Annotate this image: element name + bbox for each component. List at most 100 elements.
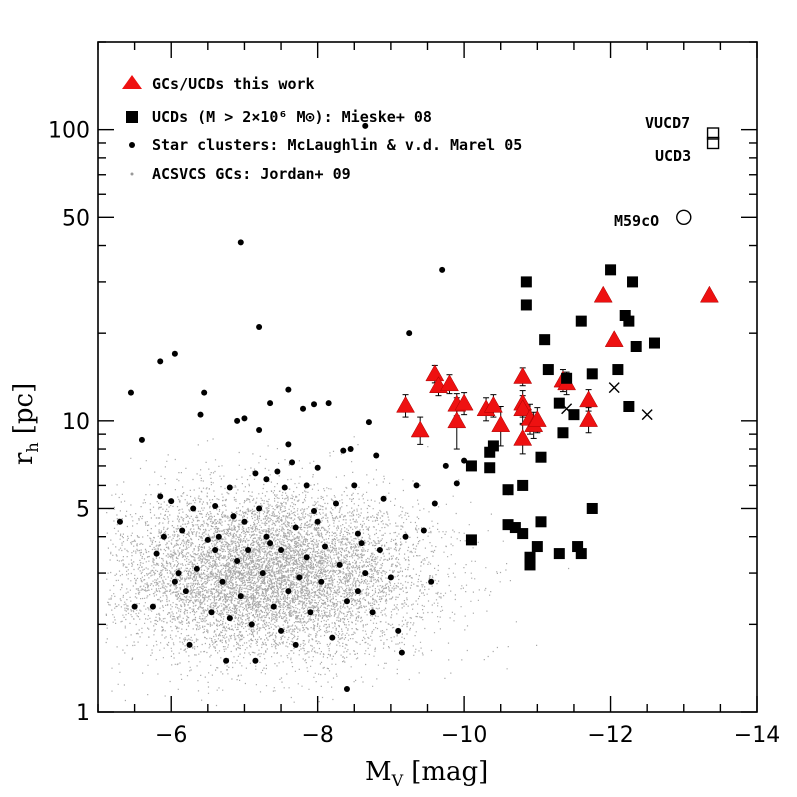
legend-marker-triangle [122, 75, 142, 89]
ucd-point [623, 400, 635, 412]
star-cluster-point [347, 446, 354, 453]
star-cluster-point [149, 603, 156, 610]
star-cluster-point [307, 609, 314, 616]
star-cluster-point [256, 324, 263, 331]
ucd-point [487, 440, 499, 452]
ucd-point [517, 528, 529, 540]
star-cluster-point [289, 459, 296, 466]
tick-labels: −6 −8 −10 −12 −14 1 5 10 50 100 [48, 119, 780, 748]
star-cluster-point [336, 561, 343, 568]
star-cluster-point [116, 518, 123, 525]
ucd-point [605, 264, 617, 276]
ucd-point [561, 372, 573, 384]
star-cluster-point [263, 533, 270, 540]
x-tick-label: −12 [587, 723, 633, 748]
star-cluster-point [226, 484, 233, 491]
ucd-point [465, 534, 477, 546]
legend-marker-small-dot [130, 172, 134, 176]
ucd-point [524, 551, 536, 563]
gc-ucd-point [699, 285, 719, 303]
star-cluster-point [270, 603, 277, 610]
ucd-point [520, 299, 532, 311]
star-cluster-point [461, 457, 468, 464]
legend-label-acsvcs: ACSVCS GCs: Jordan+ 09 [152, 165, 351, 183]
star-cluster-point [212, 547, 219, 554]
star-cluster-point [226, 615, 233, 622]
ucd-point [553, 397, 565, 409]
star-cluster-point [153, 550, 160, 557]
star-cluster-point [413, 482, 420, 489]
star-cluster-point [369, 609, 376, 616]
cross-point [641, 409, 653, 421]
y-tick-label: 100 [48, 119, 90, 144]
star-cluster-point [285, 386, 292, 393]
star-cluster-point [365, 419, 372, 426]
y-axis-title: rh[pc] [9, 383, 42, 465]
gc-ucd-point [527, 410, 547, 427]
gc-ucd-point [483, 395, 503, 413]
star-cluster-point [278, 547, 285, 554]
ucd-point [557, 427, 569, 439]
ucd-point [539, 334, 551, 346]
star-cluster-point [325, 400, 332, 407]
star-cluster-point [406, 330, 413, 337]
legend-label-ucds: UCDs (M > 2×10⁶ M⊙): Mieske+ 08 [152, 108, 432, 126]
gc-ucd-point [513, 428, 533, 446]
star-cluster-point [321, 543, 328, 550]
star-cluster-point [362, 570, 369, 577]
ucd-point [484, 462, 496, 474]
open-square-point [706, 127, 720, 140]
star-cluster-point [138, 436, 145, 443]
star-cluster-point [252, 657, 259, 664]
ucd-point [568, 409, 580, 421]
star-cluster-point [212, 502, 219, 509]
ucd-point [520, 276, 532, 288]
star-cluster-point [241, 415, 248, 422]
star-cluster-point [296, 574, 303, 581]
cross-point [608, 382, 620, 394]
star-cluster-point [285, 441, 292, 448]
ucd-point [648, 337, 660, 349]
gc-ucd-point [513, 399, 533, 417]
gc-ucd-point [513, 366, 533, 384]
legend-label-star-clusters: Star clusters: McLaughlin & v.d. Marel 0… [152, 136, 522, 154]
gc-ucd-point [604, 330, 624, 347]
y-tick-label: 10 [62, 410, 90, 435]
y-tick-label: 5 [76, 497, 90, 522]
open-square-point [706, 136, 720, 150]
star-cluster-point [281, 484, 288, 491]
star-cluster-point [303, 554, 310, 561]
ucd-point [619, 310, 631, 322]
star-cluster-point [215, 533, 222, 540]
axes [97, 41, 758, 713]
star-cluster-point [285, 588, 292, 595]
acsvcs-gc-cloud [105, 436, 570, 707]
star-cluster-point [230, 513, 237, 520]
ucd-point [509, 522, 521, 534]
star-cluster-point [354, 530, 361, 537]
x-tick-label: −10 [441, 723, 487, 748]
star-cluster-point [292, 641, 299, 648]
star-cluster-point [204, 536, 211, 543]
star-cluster-point [241, 518, 248, 525]
gc-ucd-point [579, 390, 599, 408]
star-cluster-point [314, 464, 321, 471]
star-cluster-point [274, 468, 281, 475]
star-cluster-point [453, 480, 460, 487]
star-cluster-point [237, 593, 244, 600]
star-cluster-point [234, 417, 241, 424]
star-cluster-point [131, 603, 138, 610]
legend-marker-square [126, 111, 138, 123]
ucd-point [627, 276, 639, 288]
star-cluster-point [175, 570, 182, 577]
star-cluster-point [267, 540, 274, 547]
star-cluster-point [311, 508, 318, 515]
ucd-point [535, 516, 547, 528]
star-cluster-point [358, 540, 365, 547]
annotation-m59co: M59cO [614, 212, 659, 230]
star-cluster-point [376, 547, 383, 554]
star-cluster-point [395, 627, 402, 634]
gc-ucd-point [447, 411, 467, 429]
star-cluster-point [190, 505, 197, 512]
